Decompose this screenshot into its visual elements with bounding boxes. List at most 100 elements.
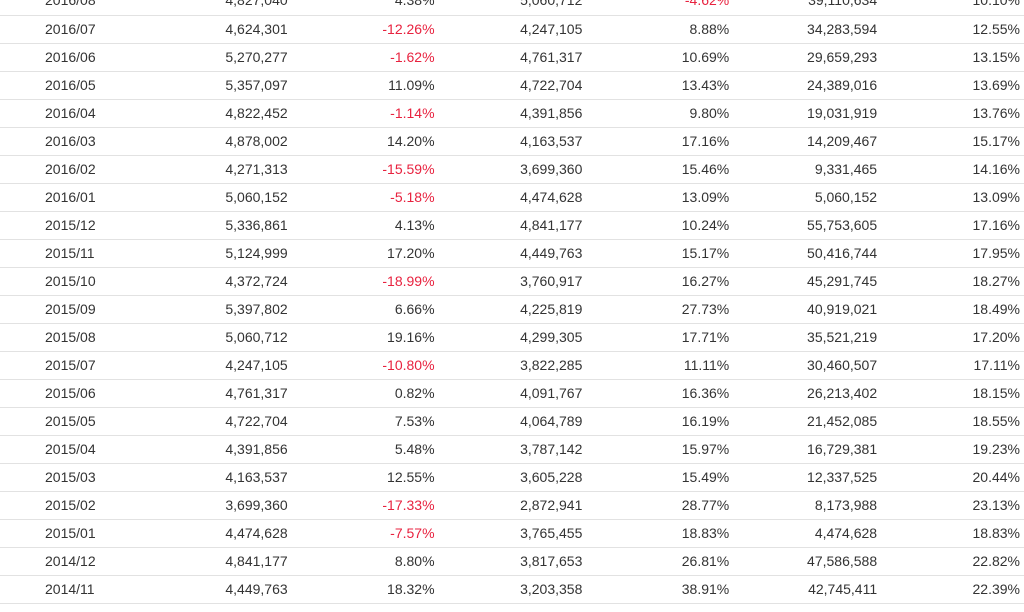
cumulative-cell: 30,460,507 xyxy=(807,356,878,373)
month-cell: 2016/01 xyxy=(45,188,96,205)
change-b-cell: 27.73% xyxy=(681,300,730,317)
cumulative-cell: 12,337,525 xyxy=(807,468,878,485)
table-row: 2015/07 4,247,105 -10.80% 3,822,285 11.11% 30… xyxy=(0,351,1024,379)
value-b-cell: 4,299,305 xyxy=(520,328,583,345)
cumulative-cell: 40,919,021 xyxy=(807,300,878,317)
change-a-cell: -17.33% xyxy=(382,496,435,513)
rate-cell: 15.17% xyxy=(972,132,1020,149)
change-a-cell: -18.99% xyxy=(382,272,435,289)
value-a-cell: 5,336,861 xyxy=(225,216,288,233)
cumulative-cell: 8,173,988 xyxy=(814,496,878,513)
rate-cell: 18.55% xyxy=(972,412,1020,429)
cumulative-cell: 45,291,745 xyxy=(807,272,878,289)
month-cell: 2016/07 xyxy=(45,20,96,37)
rate-cell: 17.16% xyxy=(972,216,1020,233)
table-row: 2015/08 5,060,712 19.16% 4,299,305 17.71% 35,… xyxy=(0,323,1024,351)
month-cell: 2015/11 xyxy=(45,244,95,261)
rate-cell: 20.44% xyxy=(972,468,1020,485)
value-b-cell: 4,841,177 xyxy=(520,216,583,233)
value-a-cell: 4,163,537 xyxy=(225,468,288,485)
value-b-cell: 4,449,763 xyxy=(520,244,583,261)
change-a-cell: -7.57% xyxy=(390,524,435,541)
table-row: 2015/04 4,391,856 5.48% 3,787,142 15.97% 16,7… xyxy=(0,435,1024,463)
value-a-cell: 4,271,313 xyxy=(225,160,288,177)
change-b-cell: 15.97% xyxy=(681,440,730,457)
value-b-cell: 4,163,537 xyxy=(520,132,583,149)
change-b-cell: 26.81% xyxy=(681,552,730,569)
rate-cell: 18.83% xyxy=(972,524,1020,541)
value-b-cell: 3,822,285 xyxy=(520,356,583,373)
rate-cell: 13.09% xyxy=(972,188,1020,205)
table-row: 2016/03 4,878,002 14.20% 4,163,537 17.16% 14,… xyxy=(0,127,1024,155)
value-b-cell: 2,872,941 xyxy=(520,496,583,513)
table-row: 2016/05 5,357,097 11.09% 4,722,704 13.43% 24,… xyxy=(0,71,1024,99)
value-a-cell: 4,624,301 xyxy=(225,20,288,37)
month-cell: 2015/10 xyxy=(45,272,96,289)
cumulative-cell: 34,283,594 xyxy=(807,20,878,37)
rate-cell: 13.15% xyxy=(972,48,1020,65)
value-a-cell: 4,474,628 xyxy=(225,524,288,541)
value-b-cell: 5,060,712 xyxy=(520,0,583,9)
cumulative-cell: 19,031,919 xyxy=(807,104,878,121)
change-b-cell: 16.36% xyxy=(681,384,730,401)
month-cell: 2016/06 xyxy=(45,48,96,65)
table-row: 2015/11 5,124,999 17.20% 4,449,763 15.17% 50,… xyxy=(0,239,1024,267)
change-a-cell: 11.09% xyxy=(388,76,435,93)
change-b-cell: 10.24% xyxy=(681,216,730,233)
change-b-cell: 13.43% xyxy=(681,76,730,93)
value-a-cell: 5,357,097 xyxy=(225,76,288,93)
rate-cell: 18.27% xyxy=(972,272,1020,289)
value-a-cell: 4,449,763 xyxy=(225,580,288,597)
value-a-cell: 3,699,360 xyxy=(225,496,288,513)
value-b-cell: 3,203,358 xyxy=(520,580,583,597)
value-a-cell: 4,722,704 xyxy=(225,412,288,429)
table-row: 2016/07 4,624,301 -12.26% 4,247,105 8.88% 34,… xyxy=(0,15,1024,43)
cumulative-cell: 47,586,588 xyxy=(807,552,878,569)
value-a-cell: 4,391,856 xyxy=(225,440,288,457)
value-b-cell: 4,247,105 xyxy=(520,20,583,37)
table-row: 2014/11 4,449,763 18.32% 3,203,358 38.91% 42,… xyxy=(0,575,1024,603)
change-a-cell: 6.66% xyxy=(394,300,435,317)
table-row: 2016/02 4,271,313 -15.59% 3,699,360 15.46% 9,… xyxy=(0,155,1024,183)
rate-cell: 13.69% xyxy=(972,76,1020,93)
rate-cell: 17.95% xyxy=(972,244,1020,261)
change-a-cell: -1.14% xyxy=(390,104,435,121)
change-a-cell: 18.32% xyxy=(387,580,435,597)
change-b-cell: 28.77% xyxy=(681,496,730,513)
rate-cell: 10.10% xyxy=(972,0,1020,9)
month-cell: 2015/07 xyxy=(45,356,96,373)
change-b-cell: 15.46% xyxy=(681,160,730,177)
month-cell: 2015/04 xyxy=(45,440,96,457)
cumulative-cell: 29,659,293 xyxy=(807,48,878,65)
change-a-cell: 0.82% xyxy=(394,384,435,401)
table-row: 2015/02 3,699,360 -17.33% 2,872,941 28.77% 8,… xyxy=(0,491,1024,519)
change-b-cell: 38.91% xyxy=(681,580,730,597)
change-b-cell: 18.83% xyxy=(681,524,730,541)
table-row: 2015/01 4,474,628 -7.57% 3,765,455 18.83% 4,4… xyxy=(0,519,1024,547)
month-cell: 2015/05 xyxy=(45,412,96,429)
change-b-cell: 16.27% xyxy=(681,272,730,289)
change-b-cell: 16.19% xyxy=(681,412,730,429)
month-cell: 2015/01 xyxy=(45,524,96,541)
value-a-cell: 4,761,317 xyxy=(225,384,288,401)
change-b-cell: 13.09% xyxy=(681,188,730,205)
change-b-cell: -4.62% xyxy=(684,0,730,9)
change-a-cell: 4.38% xyxy=(394,0,435,9)
table-row: 2015/03 4,163,537 12.55% 3,605,228 15.49% 12,… xyxy=(0,463,1024,491)
value-b-cell: 3,765,455 xyxy=(520,524,583,541)
value-a-cell: 4,878,002 xyxy=(225,132,288,149)
month-cell: 2015/12 xyxy=(45,216,96,233)
value-b-cell: 4,474,628 xyxy=(520,188,583,205)
change-a-cell: -15.59% xyxy=(382,160,435,177)
table-row: 2016/08 4,827,040 4.38% 5,060,712 -4.62% 39,1… xyxy=(0,0,1024,15)
value-b-cell: 4,722,704 xyxy=(520,76,583,93)
value-a-cell: 4,841,177 xyxy=(225,552,288,569)
rate-cell: 18.15% xyxy=(972,384,1020,401)
cumulative-cell: 9,331,465 xyxy=(814,160,878,177)
value-b-cell: 4,225,819 xyxy=(520,300,583,317)
cumulative-cell: 4,474,628 xyxy=(814,524,878,541)
value-a-cell: 5,060,152 xyxy=(225,188,288,205)
